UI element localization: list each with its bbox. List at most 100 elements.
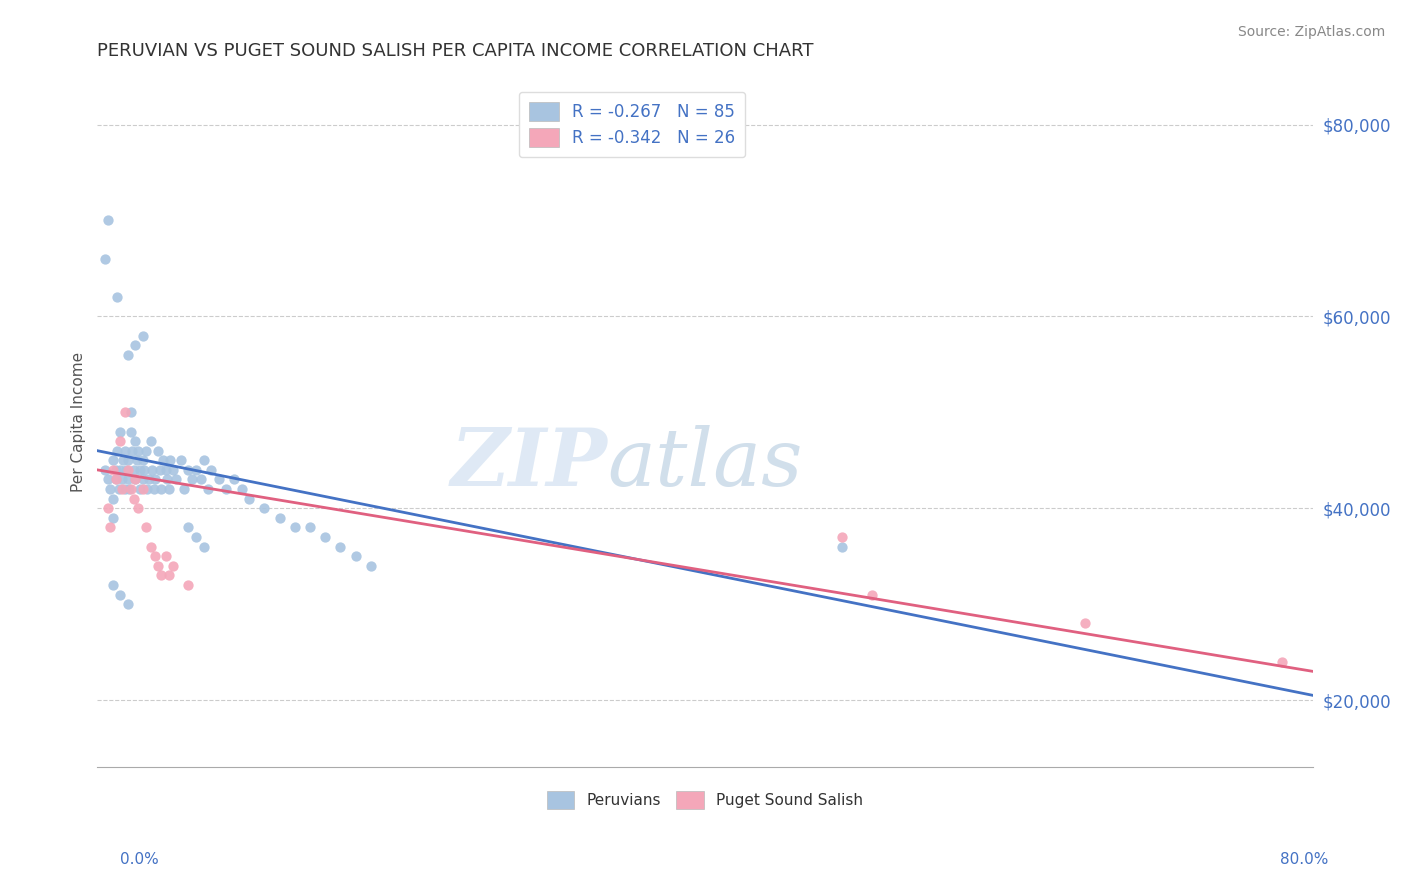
- Point: [142, 482, 165, 496]
- Point: [94, 252, 117, 266]
- Point: [1074, 616, 1097, 631]
- Point: [105, 290, 128, 304]
- Text: ZIP: ZIP: [451, 425, 607, 502]
- Point: [177, 578, 200, 592]
- Legend: Peruvians, Puget Sound Salish: Peruvians, Puget Sound Salish: [541, 785, 869, 815]
- Point: [114, 405, 136, 419]
- Point: [143, 549, 166, 564]
- Point: [344, 549, 367, 564]
- Text: 0.0%: 0.0%: [120, 852, 159, 867]
- Point: [112, 453, 135, 467]
- Point: [132, 482, 155, 496]
- Point: [184, 530, 207, 544]
- Point: [97, 473, 120, 487]
- Point: [94, 463, 117, 477]
- Point: [860, 588, 883, 602]
- Point: [299, 520, 322, 534]
- Point: [104, 473, 127, 487]
- Point: [117, 473, 139, 487]
- Point: [114, 443, 136, 458]
- Point: [117, 597, 139, 611]
- Point: [155, 463, 177, 477]
- Point: [155, 549, 177, 564]
- Point: [253, 501, 276, 516]
- Point: [97, 501, 120, 516]
- Point: [135, 443, 157, 458]
- Point: [124, 434, 146, 449]
- Point: [114, 482, 136, 496]
- Point: [238, 491, 260, 506]
- Point: [139, 434, 162, 449]
- Point: [98, 520, 121, 534]
- Point: [121, 443, 143, 458]
- Point: [115, 463, 138, 477]
- Point: [108, 588, 131, 602]
- Text: atlas: atlas: [607, 425, 803, 502]
- Point: [138, 473, 160, 487]
- Point: [125, 453, 148, 467]
- Point: [141, 463, 163, 477]
- Point: [127, 501, 149, 516]
- Point: [128, 463, 150, 477]
- Point: [152, 453, 174, 467]
- Point: [150, 568, 173, 582]
- Point: [1271, 655, 1294, 669]
- Point: [107, 482, 129, 496]
- Point: [193, 453, 215, 467]
- Point: [314, 530, 336, 544]
- Point: [98, 482, 121, 496]
- Point: [101, 578, 124, 592]
- Point: [831, 540, 853, 554]
- Point: [200, 463, 222, 477]
- Point: [193, 540, 215, 554]
- Point: [150, 482, 173, 496]
- Point: [180, 473, 202, 487]
- Point: [128, 482, 150, 496]
- Point: [215, 482, 238, 496]
- Point: [127, 443, 149, 458]
- Point: [97, 213, 120, 227]
- Text: 80.0%: 80.0%: [1281, 852, 1329, 867]
- Point: [108, 434, 131, 449]
- Point: [122, 463, 145, 477]
- Point: [208, 473, 231, 487]
- Point: [157, 568, 180, 582]
- Point: [146, 558, 169, 573]
- Point: [329, 540, 352, 554]
- Point: [157, 482, 180, 496]
- Point: [190, 473, 212, 487]
- Point: [139, 540, 162, 554]
- Point: [184, 463, 207, 477]
- Point: [111, 473, 134, 487]
- Point: [108, 425, 131, 439]
- Point: [360, 558, 382, 573]
- Point: [159, 453, 181, 467]
- Point: [177, 463, 200, 477]
- Point: [284, 520, 307, 534]
- Point: [105, 443, 128, 458]
- Point: [122, 491, 145, 506]
- Point: [231, 482, 253, 496]
- Point: [117, 453, 139, 467]
- Point: [101, 453, 124, 467]
- Point: [162, 463, 184, 477]
- Point: [120, 482, 142, 496]
- Point: [120, 425, 142, 439]
- Point: [124, 338, 146, 352]
- Point: [146, 443, 169, 458]
- Point: [111, 482, 134, 496]
- Point: [104, 473, 127, 487]
- Point: [124, 473, 146, 487]
- Point: [143, 473, 166, 487]
- Point: [222, 473, 245, 487]
- Point: [101, 511, 124, 525]
- Point: [173, 482, 195, 496]
- Point: [134, 463, 156, 477]
- Y-axis label: Per Capita Income: Per Capita Income: [72, 351, 86, 492]
- Point: [831, 530, 853, 544]
- Point: [197, 482, 219, 496]
- Point: [101, 463, 124, 477]
- Point: [269, 511, 291, 525]
- Point: [156, 473, 179, 487]
- Point: [136, 482, 159, 496]
